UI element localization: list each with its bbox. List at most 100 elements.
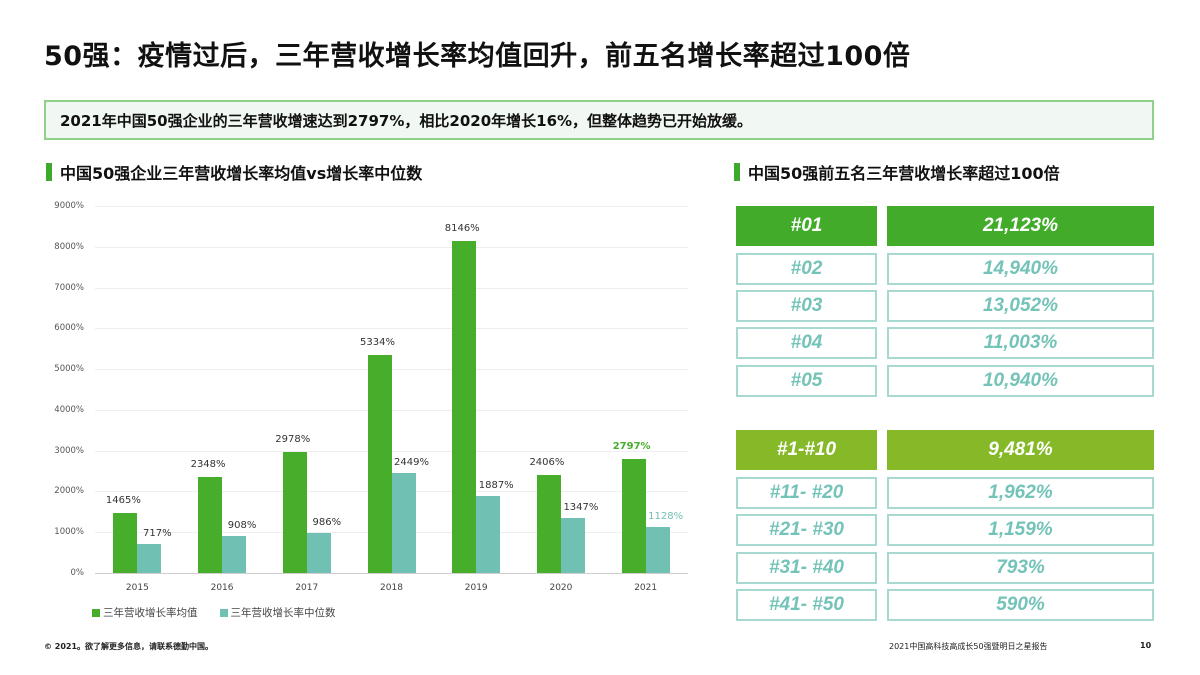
y-axis-tick: 6000% xyxy=(54,323,84,334)
bar-chart: 0% 1000% 2000% 3000% 4000% 5000% 6000% 7000% 800… xyxy=(54,201,688,593)
rank-row-top1: #01 21,123% xyxy=(736,206,1154,246)
chart-title-text: 中国50强企业三年营收增长率均值vs增长率中位数 xyxy=(60,164,423,183)
data-label: 5334% xyxy=(360,337,395,349)
tier-row-21-30: #21- #30 1,159% xyxy=(736,514,1154,546)
tier-value: 793% xyxy=(887,552,1154,584)
x-axis-tick: 2018 xyxy=(380,583,403,593)
legend-item-mean: 三年营收增长率均值 xyxy=(92,605,198,620)
gridline xyxy=(95,409,688,411)
data-label: 2797% xyxy=(612,440,651,452)
page-title: 50强：疫情过后，三年营收增长率均值回升，前五名增长率超过100倍 xyxy=(44,41,911,72)
bar-median xyxy=(391,473,416,573)
y-axis-tick: 7000% xyxy=(54,282,84,293)
summary-text: 2021年中国50强企业的三年营收增速达到2797%，相比2020年增长16%，… xyxy=(60,111,753,130)
legend-swatch-icon xyxy=(92,608,100,617)
rank-value: 13,052% xyxy=(887,290,1154,322)
bar-median xyxy=(560,518,585,573)
bar-mean xyxy=(282,451,307,573)
x-axis-tick: 2016 xyxy=(210,583,234,593)
rank-row-top4: #04 11,003% xyxy=(736,327,1154,359)
data-label: 2449% xyxy=(394,457,429,469)
data-label: 2406% xyxy=(529,456,565,468)
y-axis-tick: 9000% xyxy=(54,201,84,211)
data-label: 2978% xyxy=(275,433,311,445)
rank-label: #04 xyxy=(736,327,877,359)
bar-median xyxy=(222,535,247,573)
data-label: 986% xyxy=(312,516,342,528)
data-label: 908% xyxy=(227,519,257,531)
x-axis-line xyxy=(95,573,688,574)
y-axis-tick: 8000% xyxy=(54,241,84,252)
bar-median xyxy=(476,496,501,573)
tier-row-11-20: #11- #20 1,962% xyxy=(736,477,1154,509)
bar-median xyxy=(137,543,162,573)
rank-value: 11,003% xyxy=(887,327,1154,359)
rank-label: #05 xyxy=(736,365,877,397)
bar-mean xyxy=(198,477,223,573)
ranking-section-title: 中国50强前五名三年营收增长率超过100倍 xyxy=(734,160,1060,184)
chart-section-title: 中国50强企业三年营收增长率均值vs增长率中位数 xyxy=(46,160,422,184)
y-axis-tick: 0% xyxy=(70,568,85,578)
data-label: 717% xyxy=(143,527,172,539)
tier-row-41-50: #41- #50 590% xyxy=(736,589,1154,621)
section-marker-icon xyxy=(46,163,52,181)
bar-mean xyxy=(113,513,138,573)
x-axis-tick: 2021 xyxy=(634,583,658,593)
gridline xyxy=(95,246,688,248)
rank-label: #01 xyxy=(736,206,877,246)
tier-label: #21- #30 xyxy=(736,514,877,546)
bar-median xyxy=(645,527,670,573)
ranking-title-text: 中国50强前五名三年营收增长率超过100倍 xyxy=(748,164,1060,183)
section-marker-icon xyxy=(734,163,740,181)
y-axis-tick: 3000% xyxy=(54,445,84,456)
legend-swatch-icon xyxy=(219,608,228,617)
rank-label: #02 xyxy=(736,253,877,285)
rank-value: 21,123% xyxy=(887,206,1154,246)
footer-report-title: 2021中国高科技高成长50强暨明日之星报告 xyxy=(889,642,1048,651)
gridline xyxy=(95,206,688,207)
tier-value: 1,159% xyxy=(887,514,1154,546)
page-number: 10 xyxy=(1140,641,1152,650)
y-axis-tick: 4000% xyxy=(54,404,84,415)
data-label: 1465% xyxy=(105,495,141,507)
y-axis-tick: 1000% xyxy=(54,527,84,538)
tier-value: 590% xyxy=(887,589,1154,621)
bar-mean xyxy=(452,240,477,573)
data-label: 1887% xyxy=(478,480,514,492)
tier-value: 9,481% xyxy=(887,430,1154,470)
tier-label: #31- #40 xyxy=(736,552,877,584)
bar-mean xyxy=(367,355,392,573)
summary-box: 2021年中国50强企业的三年营收增速达到2797%，相比2020年增长16%，… xyxy=(44,100,1154,140)
tier-label: #41- #50 xyxy=(736,589,877,621)
x-axis-tick: 2020 xyxy=(549,583,573,593)
gridline xyxy=(95,328,688,330)
x-axis-tick: 2019 xyxy=(464,583,488,593)
y-axis-tick: 5000% xyxy=(54,364,84,375)
data-label: 2348% xyxy=(190,459,226,471)
rank-row-top2: #02 14,940% xyxy=(736,253,1154,285)
gridline xyxy=(95,287,688,289)
tier-label: #11- #20 xyxy=(736,477,877,509)
rank-label: #03 xyxy=(736,290,877,322)
legend-label: 三年营收增长率中位数 xyxy=(230,607,336,619)
x-axis-tick: 2015 xyxy=(125,583,149,593)
tier-row-1-10: #1-#10 9,481% xyxy=(736,430,1154,470)
tier-label: #1-#10 xyxy=(736,430,877,470)
data-label: 1128% xyxy=(648,511,684,522)
y-axis-tick: 2000% xyxy=(54,486,84,497)
x-axis-tick: 2017 xyxy=(295,583,319,593)
data-label: 1347% xyxy=(563,502,599,514)
tier-row-31-40: #31- #40 793% xyxy=(736,552,1154,584)
rank-row-top3: #03 13,052% xyxy=(736,290,1154,322)
footer-copyright: © 2021。欲了解更多信息，请联系德勤中国。 xyxy=(44,642,214,651)
bar-mean xyxy=(621,458,646,573)
bar-mean xyxy=(536,474,561,573)
rank-row-top5: #05 10,940% xyxy=(736,365,1154,397)
data-label: 8146% xyxy=(444,222,480,234)
legend-item-median: 三年营收增长率中位数 xyxy=(219,605,336,620)
gridline xyxy=(95,450,688,452)
chart-legend: 三年营收增长率均值 三年营收增长率中位数 xyxy=(92,605,336,620)
legend-label: 三年营收增长率均值 xyxy=(103,607,198,619)
rank-value: 10,940% xyxy=(887,365,1154,397)
bar-median xyxy=(306,532,331,573)
